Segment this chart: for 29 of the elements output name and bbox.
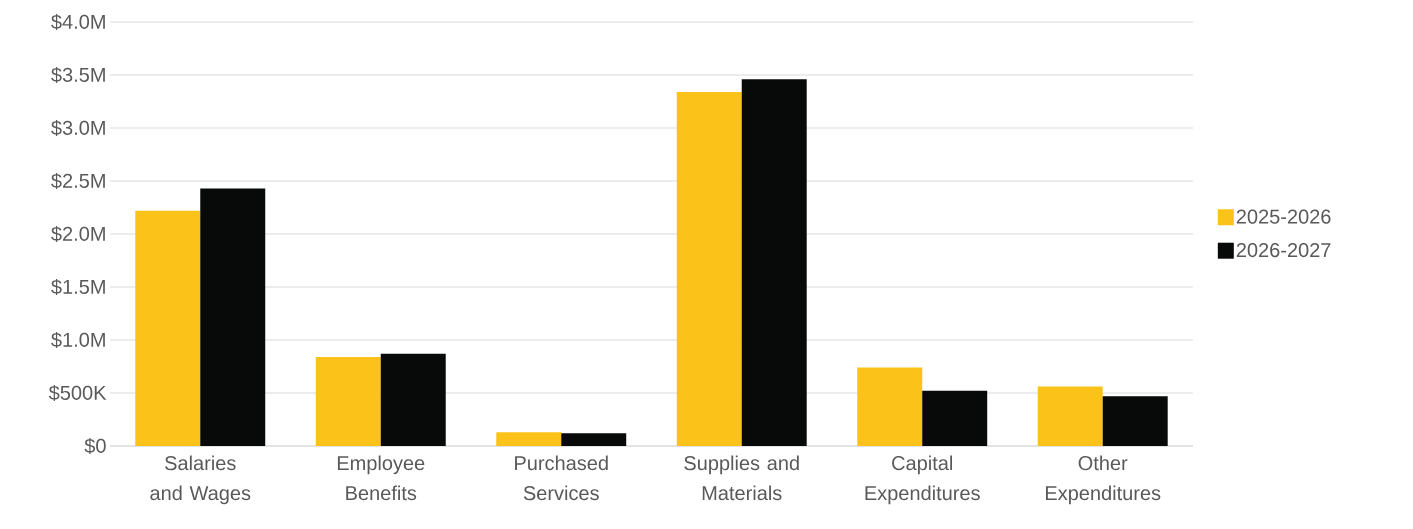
- x-tick-label: Salaries and Wages: [150, 455, 251, 505]
- bar: [1037, 386, 1103, 446]
- bar: [200, 188, 266, 446]
- x-tick-label: Employee Benefits: [337, 455, 425, 501]
- legend-label: 2026-2027: [1236, 242, 1331, 258]
- y-tick-label: $1.5M: [51, 278, 105, 296]
- bar: [676, 91, 742, 446]
- bar: [561, 433, 627, 446]
- x-tick-label: Supplies and Materials: [684, 455, 799, 501]
- x-tick-label: Capital Expenditures: [865, 455, 980, 505]
- y-tick-label: $2.0M: [51, 225, 105, 243]
- bar: [380, 353, 446, 446]
- bar: [741, 79, 807, 446]
- bar: [857, 367, 923, 446]
- bar: [922, 390, 988, 446]
- legend-label: 2025-2026: [1236, 209, 1331, 224]
- x-tick-label: Purchased Services: [515, 455, 608, 501]
- y-tick-label: $3.5M: [51, 66, 105, 84]
- y-tick-label: $0: [84, 437, 106, 455]
- y-tick-label: $1.0M: [51, 331, 105, 349]
- y-tick-label: $4.0M: [51, 13, 105, 31]
- bar: [135, 210, 201, 446]
- x-tick-label: Other Expenditures: [1045, 455, 1161, 505]
- bar: [496, 432, 562, 446]
- y-tick-label: $500K: [48, 384, 107, 402]
- y-tick-label: $2.5M: [51, 172, 105, 190]
- bar: [1102, 396, 1168, 446]
- bar: [315, 356, 381, 446]
- y-tick-label: $3.0M: [51, 119, 105, 137]
